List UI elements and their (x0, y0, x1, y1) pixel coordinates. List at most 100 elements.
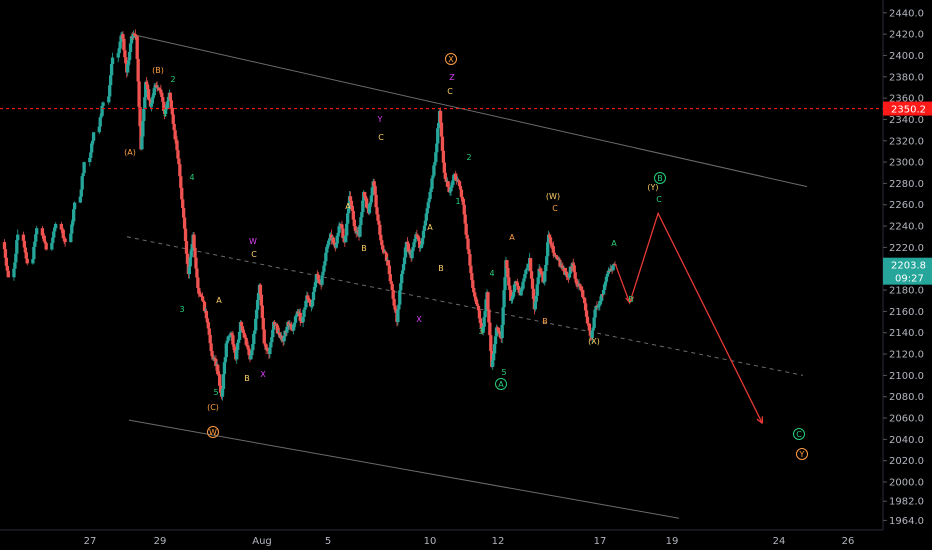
candle-body (382, 249, 386, 253)
candle (142, 107, 146, 123)
candle-body (324, 252, 328, 262)
candle-body (165, 101, 170, 109)
candle-body (210, 351, 214, 357)
wave-circle (796, 448, 808, 460)
candle-body (410, 250, 414, 259)
candle (160, 90, 164, 98)
candle (188, 255, 192, 271)
time-tick-label: 19 (666, 536, 679, 547)
candle-body (146, 89, 151, 100)
candle-body (582, 297, 587, 304)
candle-body (199, 294, 203, 296)
candle-body (542, 281, 546, 283)
candle-body (367, 204, 372, 214)
candle (591, 327, 595, 333)
candle-body (169, 100, 173, 108)
candle (137, 77, 141, 110)
candle-body (155, 85, 159, 88)
candle-body (359, 217, 363, 226)
candle (259, 294, 264, 307)
candle-body (101, 102, 105, 106)
candle (367, 203, 372, 215)
candle-body (90, 140, 95, 144)
candle-body (457, 181, 462, 187)
candle (507, 276, 511, 287)
candle-body (250, 350, 254, 356)
candle-body (274, 323, 279, 326)
candle-body (506, 267, 510, 278)
candle-body (376, 214, 380, 221)
candle-body (534, 295, 538, 302)
wave-label: B (542, 317, 548, 326)
candle-body (306, 295, 310, 300)
candle-body (403, 247, 408, 258)
candle-body (109, 63, 114, 76)
candle (126, 63, 130, 77)
candle-body (272, 322, 277, 326)
candle-body (71, 221, 75, 225)
level-price-tag: 2350.2 (883, 101, 932, 116)
candle (531, 284, 536, 300)
candle-body (526, 267, 530, 269)
price-tick-label: 2240.0 (889, 222, 924, 233)
candle-body (431, 175, 435, 179)
candle-body (464, 223, 468, 235)
candle-body (552, 252, 556, 256)
candle-body (421, 230, 426, 239)
candle-body (97, 126, 101, 133)
candle-body (179, 176, 183, 188)
candle (538, 265, 542, 274)
candle-body (236, 342, 240, 350)
wave-circle (793, 428, 805, 440)
candle-body (79, 189, 83, 197)
candle-body (315, 274, 319, 276)
candle-body (325, 246, 329, 253)
candle (462, 201, 466, 217)
candle-body (16, 234, 20, 241)
candle-body (390, 283, 394, 291)
wave-label: 1 (162, 109, 167, 118)
candle-body (22, 240, 27, 248)
wave-label: 5 (213, 388, 218, 397)
candle-body (473, 296, 478, 300)
wave-label: Y (377, 115, 383, 124)
candle-body (108, 85, 112, 97)
candle (247, 345, 251, 356)
candle (600, 293, 604, 305)
level-tag-bg (883, 101, 932, 116)
candle (613, 261, 617, 266)
candle (195, 264, 199, 278)
candle-body (377, 220, 381, 225)
candle-body (317, 279, 321, 284)
candle-body (439, 122, 444, 137)
candle-body (372, 181, 376, 187)
candle-body (489, 335, 493, 351)
candle-body (507, 277, 511, 286)
candle-body (486, 292, 490, 310)
candle-body (218, 374, 222, 386)
channel-lines (126, 33, 808, 519)
candle-body (438, 110, 443, 123)
candle-body (468, 254, 472, 266)
candle-body (383, 251, 388, 254)
candle-body (573, 272, 577, 279)
candle (398, 288, 402, 309)
candle (376, 211, 380, 223)
candle (82, 161, 86, 175)
candle-body (230, 332, 234, 336)
candle (110, 52, 115, 68)
last-price-tag: 2203.8 09:27 (883, 257, 932, 285)
time-axis[interactable]: 27 29 Aug 5 10 12 17 19 24 26 (0, 529, 883, 550)
candle-body (144, 82, 148, 98)
candle (380, 235, 384, 247)
projection-dip-arrow (625, 296, 635, 304)
candle-body (311, 291, 316, 301)
candle-body (488, 322, 492, 336)
price-axis[interactable]: 2440.0 2420.0 2400.0 2380.0 2360.0 2340.0 2320… (882, 0, 932, 550)
candle-body (80, 176, 84, 190)
candle-body (291, 324, 296, 331)
candle (484, 297, 488, 314)
countdown-label: 09:27 (895, 274, 924, 285)
